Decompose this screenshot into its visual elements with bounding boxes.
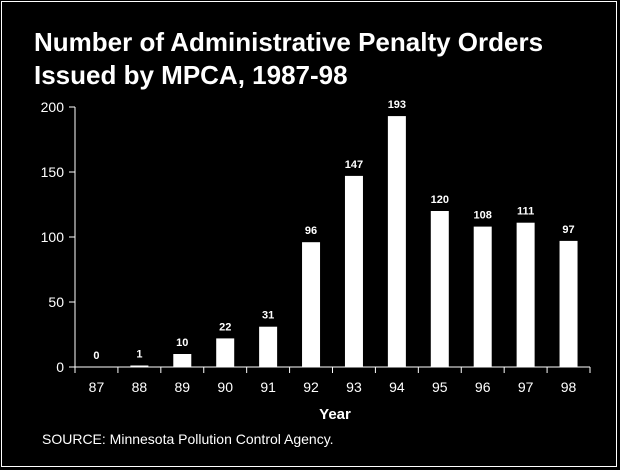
x-tick-label: 95 <box>432 379 448 395</box>
bar-value-label: 96 <box>305 225 317 237</box>
y-tick-label: 100 <box>41 229 65 245</box>
chart-title: Number of Administrative Penalty Orders … <box>34 26 594 92</box>
x-tick-label: 91 <box>260 379 276 395</box>
chart-title-line-2: Issued by MPCA, 1987-98 <box>34 60 348 90</box>
x-tick-label: 92 <box>303 379 319 395</box>
bar <box>559 240 578 367</box>
bar <box>302 242 321 367</box>
x-tick-label: 97 <box>518 379 534 395</box>
bar-value-label: 147 <box>345 159 363 171</box>
y-tick-label: 150 <box>41 164 65 180</box>
bar <box>344 175 363 367</box>
x-tick-label: 87 <box>89 379 105 395</box>
bar <box>130 365 149 367</box>
x-tick-label: 98 <box>561 379 577 395</box>
bar-value-label: 120 <box>431 194 449 206</box>
bar <box>516 222 535 367</box>
chart-bars <box>130 116 578 367</box>
bar <box>387 116 406 367</box>
bar <box>430 211 449 367</box>
bar-value-label: 97 <box>562 224 574 236</box>
x-tick-label: 90 <box>217 379 233 395</box>
chart-data-labels: 0 1 10 22 31 96 147 193 120 108 111 97 <box>93 99 574 362</box>
bar <box>259 326 278 367</box>
bar <box>473 226 492 367</box>
x-tick-label: 93 <box>346 379 362 395</box>
x-tick-label: 96 <box>475 379 491 395</box>
x-tick-label: 94 <box>389 379 405 395</box>
bar-value-label: 1 <box>136 349 142 361</box>
bar <box>216 338 235 367</box>
bar-value-label: 31 <box>262 310 274 322</box>
chart-title-line-1: Number of Administrative Penalty Orders <box>34 27 544 57</box>
bar-value-label: 193 <box>388 99 406 111</box>
bar-value-label: 22 <box>219 321 231 333</box>
y-tick-label: 50 <box>48 294 64 310</box>
bar <box>173 354 192 367</box>
y-tick-label: 0 <box>56 359 64 375</box>
bar-value-label: 10 <box>176 337 188 349</box>
bar-value-label: 108 <box>474 210 492 222</box>
y-tick-label: 200 <box>41 99 65 115</box>
x-tick-label: 89 <box>175 379 191 395</box>
bar-value-label: 0 <box>93 350 99 362</box>
x-axis-label: Year <box>319 406 351 423</box>
source-note: SOURCE: Minnesota Pollution Control Agen… <box>42 431 334 447</box>
x-tick-label: 88 <box>132 379 148 395</box>
bar-value-label: 111 <box>517 206 534 218</box>
